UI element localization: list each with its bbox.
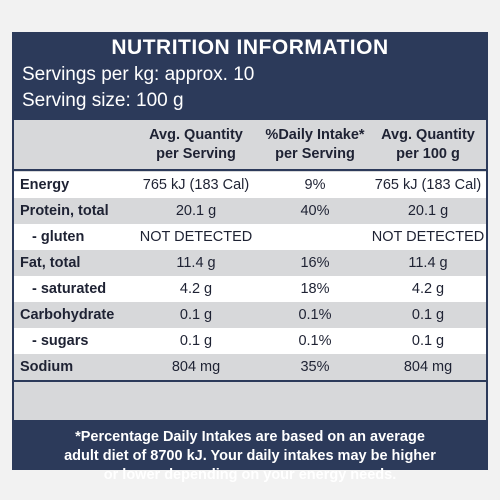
table-bottom-rule: [14, 380, 486, 382]
value-daily-intake: 0.1%: [298, 333, 332, 349]
table-row: Energy 765 kJ (183 Cal) 9% 765 kJ (183 C…: [14, 172, 486, 198]
value-per-100g: 0.1 g: [411, 307, 445, 323]
value-per-serving: 11.4 g: [176, 255, 216, 271]
table-row: Fat, total 11.4 g 16% 11.4 g: [14, 250, 486, 276]
value-per-100g: NOT DETECTED: [371, 229, 485, 245]
table-row: - gluten NOT DETECTED NOT DETECTED: [14, 224, 486, 250]
value-per-100g: 11.4 g: [408, 255, 448, 271]
value-per-100g: 20.1 g: [407, 203, 449, 219]
nutrient-name: Sodium: [20, 359, 74, 375]
value-per-serving: 0.1 g: [179, 307, 213, 323]
table-row: Carbohydrate 0.1 g 0.1% 0.1 g: [14, 302, 486, 328]
column-header-line: per Serving: [275, 146, 355, 162]
value-daily-intake: 16%: [300, 255, 330, 271]
nutrient-name: Energy: [20, 177, 70, 193]
daily-intake-footnote: *Percentage Daily Intakes are based on a…: [12, 420, 488, 483]
nutrient-name: Carbohydrate: [20, 307, 115, 323]
column-header-line: Avg. Quantity: [149, 127, 243, 143]
nutrition-table: Avg. Quantity per Serving %Daily Intake*…: [14, 120, 486, 420]
value-daily-intake: 40%: [300, 203, 330, 219]
table-row: - sugars 0.1 g 0.1% 0.1 g: [14, 328, 486, 354]
value-daily-intake: 35%: [300, 359, 330, 375]
value-per-100g: 4.2 g: [411, 281, 445, 297]
footnote-line: or lower depending on your energy needs.: [103, 467, 397, 483]
value-daily-intake: 9%: [304, 177, 326, 193]
value-daily-intake: [260, 224, 370, 250]
column-header-avg-per-100g: Avg. Quantity per 100 g: [370, 120, 486, 170]
header-divider: [14, 169, 486, 171]
table-row: Protein, total 20.1 g 40% 20.1 g: [14, 198, 486, 224]
column-header-avg-per-serving: Avg. Quantity per Serving: [132, 120, 260, 170]
panel-header: NUTRITION INFORMATION Servings per kg: a…: [12, 32, 488, 120]
column-header-line: per 100 g: [396, 146, 460, 162]
value-per-serving: 804 mg: [171, 359, 221, 375]
column-header-daily-intake: %Daily Intake* per Serving: [260, 120, 370, 170]
nutrition-panel: NUTRITION INFORMATION Servings per kg: a…: [12, 32, 488, 483]
nutrient-name: - gluten: [32, 229, 85, 245]
table-row: - saturated 4.2 g 18% 4.2 g: [14, 276, 486, 302]
serving-size: Serving size: 100 g: [22, 90, 184, 111]
value-per-serving: NOT DETECTED: [139, 229, 253, 245]
nutrient-name: Protein, total: [20, 203, 109, 219]
panel-title: NUTRITION INFORMATION: [111, 36, 389, 59]
value-per-100g: 0.1 g: [411, 333, 445, 349]
column-header-line: %Daily Intake*: [265, 127, 365, 143]
value-per-serving: 4.2 g: [179, 281, 213, 297]
value-per-serving: 0.1 g: [179, 333, 213, 349]
footnote-line: *Percentage Daily Intakes are based on a…: [75, 429, 425, 445]
table-row: Sodium 804 mg 35% 804 mg: [14, 354, 486, 380]
value-per-serving: 20.1 g: [175, 203, 217, 219]
value-daily-intake: 0.1%: [298, 307, 332, 323]
value-per-serving: 765 kJ (183 Cal): [142, 177, 250, 193]
value-daily-intake: 18%: [300, 281, 330, 297]
servings-per-kg: Servings per kg: approx. 10: [22, 64, 255, 85]
nutrient-name: - saturated: [32, 281, 107, 297]
nutrient-name: Fat, total: [20, 255, 81, 271]
value-per-100g: 765 kJ (183 Cal): [374, 177, 482, 193]
footnote-line: adult diet of 8700 kJ. Your daily intake…: [64, 448, 436, 464]
nutrient-name: - sugars: [32, 333, 89, 349]
column-header-line: per Serving: [156, 146, 236, 162]
column-header-line: Avg. Quantity: [381, 127, 475, 143]
value-per-100g: 804 mg: [403, 359, 453, 375]
